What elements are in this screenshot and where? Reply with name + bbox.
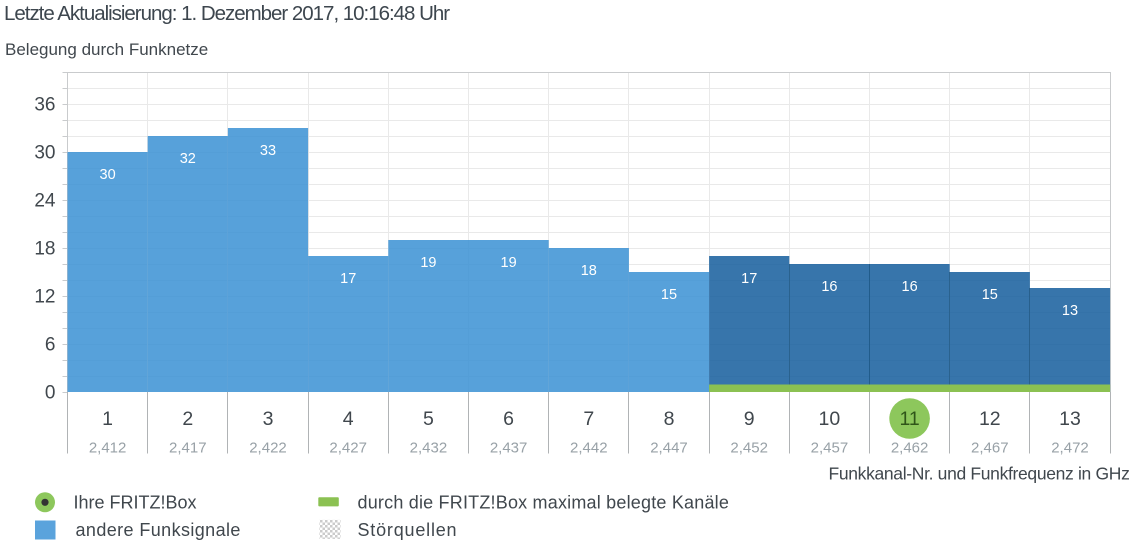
svg-text:32: 32 — [180, 151, 196, 167]
svg-text:6: 6 — [45, 334, 56, 355]
svg-text:durch die FRITZ!Box maximal be: durch die FRITZ!Box maximal belegte Kanä… — [358, 493, 730, 513]
svg-text:12: 12 — [979, 408, 1001, 430]
svg-text:2,412: 2,412 — [89, 439, 127, 456]
svg-text:9: 9 — [744, 408, 755, 430]
svg-text:8: 8 — [664, 408, 675, 430]
svg-text:5: 5 — [423, 408, 434, 430]
svg-text:1: 1 — [102, 408, 113, 430]
svg-text:2,422: 2,422 — [249, 439, 287, 456]
svg-text:16: 16 — [821, 279, 837, 295]
svg-text:2,417: 2,417 — [169, 439, 207, 456]
svg-text:10: 10 — [819, 408, 841, 430]
svg-text:36: 36 — [34, 94, 55, 115]
svg-text:17: 17 — [340, 271, 356, 287]
svg-text:7: 7 — [583, 408, 594, 430]
svg-text:30: 30 — [34, 142, 55, 163]
svg-text:2,457: 2,457 — [811, 439, 849, 456]
svg-text:19: 19 — [420, 255, 436, 271]
svg-text:30: 30 — [100, 167, 116, 183]
svg-text:12: 12 — [34, 286, 55, 307]
svg-text:13: 13 — [1062, 303, 1078, 319]
svg-text:13: 13 — [1059, 408, 1081, 430]
svg-text:17: 17 — [741, 271, 757, 287]
svg-text:24: 24 — [34, 190, 56, 211]
svg-text:2,472: 2,472 — [1051, 439, 1089, 456]
svg-text:2,462: 2,462 — [891, 439, 929, 456]
svg-text:2,437: 2,437 — [490, 439, 528, 456]
svg-text:3: 3 — [263, 408, 274, 430]
svg-text:2,467: 2,467 — [971, 439, 1009, 456]
svg-text:19: 19 — [501, 255, 517, 271]
svg-text:Letzte Aktualisierung: 1. Deze: Letzte Aktualisierung: 1. Dezember 2017,… — [4, 2, 450, 25]
svg-text:2,447: 2,447 — [650, 439, 688, 456]
svg-text:Belegung durch Funknetze: Belegung durch Funknetze — [5, 40, 208, 59]
svg-text:2,432: 2,432 — [410, 439, 448, 456]
svg-text:33: 33 — [260, 143, 276, 159]
svg-text:Funkkanal-Nr. und Funkfrequenz: Funkkanal-Nr. und Funkfrequenz in GHz — [829, 464, 1130, 484]
svg-text:2,442: 2,442 — [570, 439, 608, 456]
svg-text:18: 18 — [581, 263, 597, 279]
svg-text:2: 2 — [182, 408, 193, 430]
svg-text:15: 15 — [661, 287, 677, 303]
svg-text:0: 0 — [45, 382, 56, 403]
svg-text:15: 15 — [982, 287, 998, 303]
svg-text:Ihre FRITZ!Box: Ihre FRITZ!Box — [74, 493, 197, 513]
svg-text:11: 11 — [899, 408, 919, 430]
svg-text:Störquellen: Störquellen — [358, 520, 458, 540]
svg-text:andere Funksignale: andere Funksignale — [76, 520, 241, 540]
svg-text:4: 4 — [343, 408, 354, 430]
svg-text:2,452: 2,452 — [730, 439, 768, 456]
svg-text:6: 6 — [503, 408, 514, 430]
svg-text:16: 16 — [902, 279, 918, 295]
svg-text:2,427: 2,427 — [329, 439, 367, 456]
svg-text:18: 18 — [34, 238, 55, 259]
